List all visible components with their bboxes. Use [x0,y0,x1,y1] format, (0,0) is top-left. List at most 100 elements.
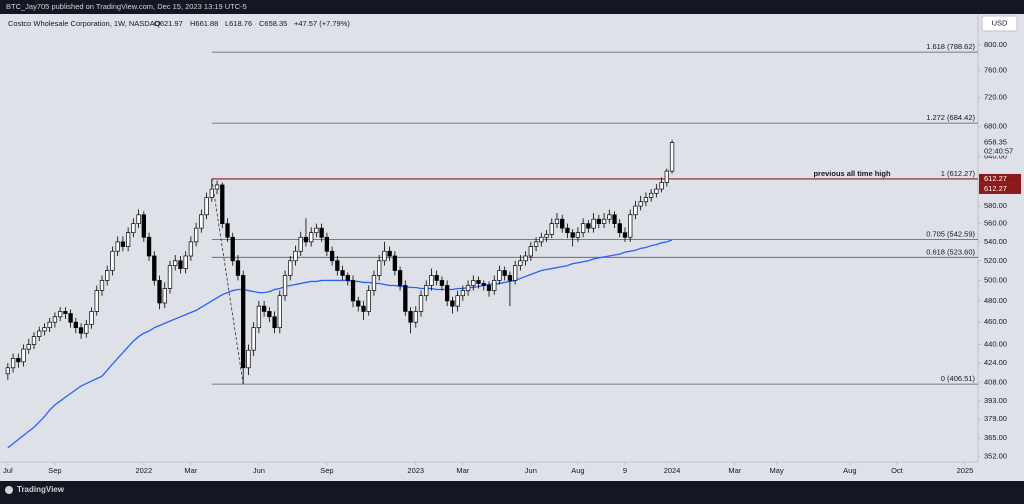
candle-body [209,188,214,198]
y-tick-label: 424.00 [984,358,1007,367]
last-price: 658.35 [984,138,1007,147]
y-tick-label: 540.00 [984,237,1007,246]
candle-body [565,227,570,234]
symbol: Costco Wholesale Corporation, 1W, NASDAQ [8,19,161,28]
candle-body [57,311,63,318]
candle-body [648,192,654,198]
y-tick-label: 393.00 [984,396,1007,405]
candle-body [507,275,513,281]
candle-body [188,241,194,257]
candle-body [492,280,497,291]
x-tick-label: Jun [525,466,537,475]
candle-body [575,232,581,238]
currency[interactable]: USD [992,18,1008,27]
x-tick-label: Mar [184,466,197,475]
candle-body [256,305,262,329]
top-bar [0,0,1024,14]
candle-body [136,214,141,225]
candle-body [167,265,173,289]
candle-body [387,250,392,257]
candle-body [261,305,267,312]
candle-body [455,295,460,307]
candle-body [157,280,162,304]
candle-body [288,260,293,276]
candle-body [68,313,73,323]
candle-body [408,311,413,323]
x-tick-label: Aug [843,466,856,475]
x-tick-label: Mar [728,466,741,475]
candle-body [418,295,424,312]
x-tick-label: 2025 [957,466,974,475]
candle-body [141,214,146,238]
candle-body [345,275,350,281]
x-tick-label: Sep [320,466,333,475]
candle-body [314,227,319,234]
level-price-box [979,173,1021,184]
candle-body [523,255,528,262]
candle-body [193,227,199,243]
x-tick-label: Sep [48,466,61,475]
candle-body [173,260,178,266]
candle-body [235,260,241,276]
y-tick-label: 800.00 [984,40,1007,49]
legend-close: C658.35 [259,19,287,28]
candle-body [115,241,120,252]
y-tick-label: 379.00 [984,414,1007,423]
candle-body [309,232,314,243]
candle-body [319,227,324,238]
candle-body [471,280,476,286]
fib-label: 0 (406.51) [941,374,976,383]
x-tick-label: Oct [891,466,904,475]
candle-body [570,232,575,238]
countdown: 02:40:57 [984,147,1013,156]
candle-body [476,280,481,284]
candle-body [5,367,10,375]
candle-body [591,218,596,229]
x-tick-label: Jul [3,466,13,475]
y-tick-label: 680.00 [984,121,1007,130]
candle-body [450,300,455,307]
candle-body [251,327,256,351]
y-tick-label: 720.00 [984,93,1007,102]
candle-body [607,214,612,220]
y-tick-label: 480.00 [984,296,1007,305]
candle-body [89,311,94,325]
candle-body [99,280,105,291]
plot: 800.00760.00720.00680.00640.00600.00580.… [3,40,1023,475]
x-tick-label: May [770,466,784,475]
fib-label: 0.705 (542.59) [926,229,975,238]
fib-label: 1.272 (684.42) [926,113,975,122]
candle-body [84,324,89,334]
chart-background [0,14,1024,481]
candle-body [10,357,16,369]
last-price-bg [979,136,1023,156]
candle-body [601,218,607,225]
candle-body [16,357,21,363]
y-tick-label: 440.00 [984,339,1007,348]
x-tick-label: 2024 [664,466,681,475]
candle-body [272,316,277,329]
candle-body [225,223,230,238]
swing-line [211,178,244,385]
candle-body [659,182,664,190]
y-tick-label: 760.00 [984,66,1007,75]
candle-body [512,265,518,281]
candle-body [178,260,183,269]
y-tick-label: 408.00 [984,377,1007,386]
publisher: BTC_Jay705 published on TradingView.com,… [6,2,247,11]
candle-body [63,311,68,314]
y-tick-label: 560.00 [984,219,1007,228]
candle-body [424,285,429,297]
candle-body [356,300,361,307]
candle-body [282,275,288,297]
legend-low: L618.76 [225,19,252,28]
candle-body [230,236,235,262]
candle-body [246,349,251,369]
candle-body [73,321,78,329]
currency-box[interactable] [981,15,1018,32]
candle-body [628,214,633,238]
candle-body [78,327,84,334]
candle-body [669,142,675,172]
candle-body [303,236,309,243]
